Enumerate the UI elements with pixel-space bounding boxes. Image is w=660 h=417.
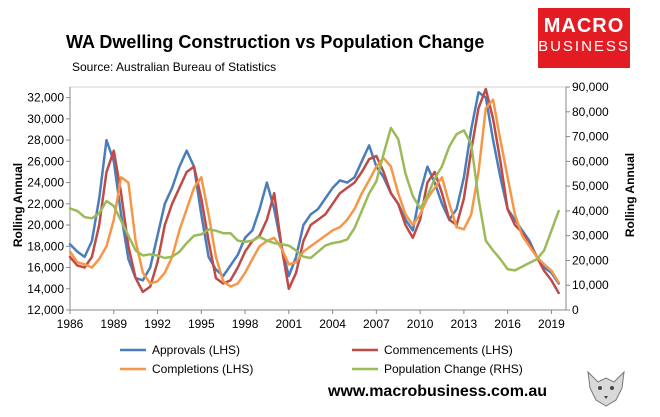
right-tick-label: 80,000 [572, 105, 609, 119]
chart-title: WA Dwelling Construction vs Population C… [66, 32, 485, 52]
macrobusiness-logo: MACRO BUSINESS [538, 8, 630, 68]
legend-label-population-change: Population Change (RHS) [384, 362, 523, 376]
right-tick-label: 0 [572, 303, 579, 317]
x-tick-label: 2007 [363, 317, 390, 331]
left-y-axis: 12,000 14,000 16,000 18,000 20,000 22,000 24,0… [27, 87, 71, 317]
left-tick-label: 26,000 [27, 154, 64, 168]
x-tick-label: 2019 [538, 317, 565, 331]
x-tick-label: 2016 [494, 317, 521, 331]
left-tick-label: 32,000 [27, 91, 64, 105]
right-tick-label: 70,000 [572, 130, 609, 144]
logo-line2: BUSINESS [538, 38, 630, 55]
x-axis: 1986 1989 1992 1995 1998 2001 2004 2007 2010 2013… [57, 309, 566, 331]
left-tick-label: 14,000 [27, 282, 64, 296]
chart-source: Source: Australian Bureau of Statistics [72, 60, 277, 74]
left-tick-label: 20,000 [27, 218, 64, 232]
completions-line [68, 98, 560, 288]
right-tick-label: 50,000 [572, 179, 609, 193]
left-tick-label: 12,000 [27, 303, 64, 317]
x-tick-label: 1989 [100, 317, 127, 331]
right-tick-label: 20,000 [572, 253, 609, 267]
legend-label-approvals: Approvals (LHS) [152, 343, 240, 357]
left-axis-label: Rolling Annual [11, 163, 25, 247]
logo-line1: MACRO [543, 15, 625, 37]
approvals-line [68, 91, 560, 285]
x-tick-label: 1992 [144, 317, 171, 331]
legend-label-commencements: Commencements (LHS) [384, 343, 513, 357]
chart-legend: Approvals (LHS) Commencements (LHS) Comple… [120, 343, 523, 376]
x-tick-label: 1986 [57, 317, 84, 331]
left-tick-label: 18,000 [27, 239, 64, 253]
left-tick-label: 30,000 [27, 112, 64, 126]
right-tick-label: 10,000 [572, 278, 609, 292]
left-tick-label: 24,000 [27, 176, 64, 190]
left-tick-label: 16,000 [27, 261, 64, 275]
right-tick-label: 90,000 [572, 80, 609, 94]
right-tick-label: 40,000 [572, 204, 609, 218]
website-link[interactable]: www.macrobusiness.com.au [328, 383, 548, 400]
x-tick-label: 2013 [451, 317, 478, 331]
right-tick-label: 60,000 [572, 154, 609, 168]
legend-label-completions: Completions (LHS) [152, 362, 253, 376]
population-change-line [68, 126, 560, 272]
x-tick-label: 2001 [275, 317, 302, 331]
right-y-axis: 0 10,000 20,000 30,000 40,000 50,000 60,000 70,… [565, 80, 609, 317]
right-axis-label: Rolling Annual [623, 153, 637, 237]
series-lines [68, 87, 560, 295]
x-tick-label: 2004 [319, 317, 346, 331]
x-tick-label: 2010 [407, 317, 434, 331]
left-tick-label: 28,000 [27, 133, 64, 147]
left-tick-label: 22,000 [27, 197, 64, 211]
x-tick-label: 1995 [188, 317, 215, 331]
wolf-logo-icon [587, 370, 625, 407]
x-tick-label: 1998 [232, 317, 259, 331]
right-tick-label: 30,000 [572, 229, 609, 243]
